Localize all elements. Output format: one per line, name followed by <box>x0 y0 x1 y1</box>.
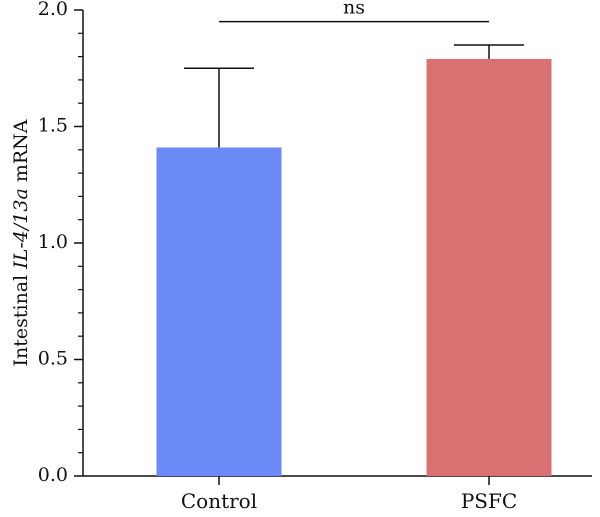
y-axis-title-suffix: mRNA <box>10 119 32 188</box>
x-tick-label: Control <box>181 489 257 513</box>
bars <box>156 44 552 477</box>
y-tick-label: 2.0 <box>38 0 68 20</box>
y-axis-title-prefix: Intestinal <box>10 269 32 367</box>
significance-label: ns <box>343 0 365 19</box>
y-axis-title-gene: IL-4/13a <box>10 188 32 270</box>
x-tick-label: PSFC <box>461 489 517 513</box>
x-axis: Control PSFC <box>83 475 592 513</box>
y-tick-label: 0.5 <box>38 348 68 370</box>
significance-annotation: ns <box>219 0 489 23</box>
y-axis: 0.0 0.5 1.0 1.5 2.0 <box>38 0 84 486</box>
y-axis-title: Intestinal IL-4/13a mRNA <box>10 119 32 366</box>
y-tick-label: 0.0 <box>38 464 68 486</box>
svg-text:Intestinal IL-4/13a mRNA: Intestinal IL-4/13a mRNA <box>10 119 32 366</box>
y-tick-label: 1.5 <box>38 115 68 137</box>
bar-psfc <box>426 58 552 477</box>
bar-control <box>156 147 282 476</box>
y-tick-label: 1.0 <box>38 231 68 253</box>
